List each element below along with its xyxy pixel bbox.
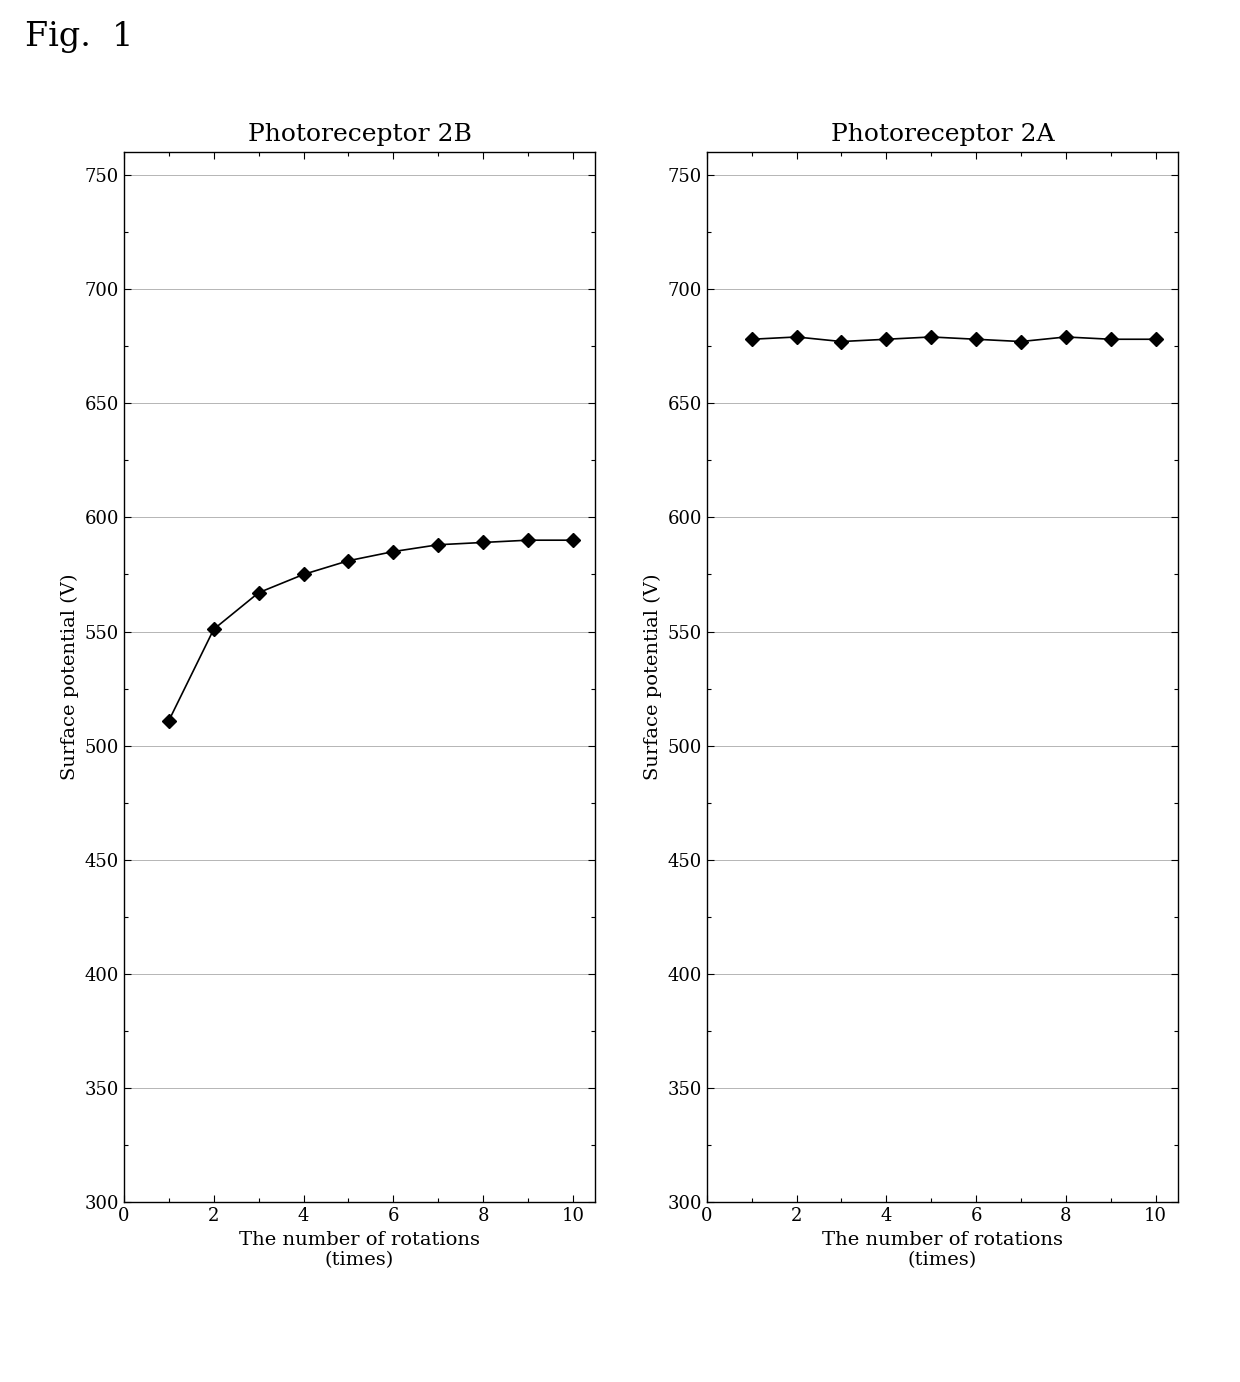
Title: Photoreceptor 2A: Photoreceptor 2A [831, 123, 1054, 146]
Y-axis label: Surface potential (V): Surface potential (V) [644, 574, 662, 781]
X-axis label: The number of rotations
(times): The number of rotations (times) [822, 1231, 1063, 1270]
Y-axis label: Surface potential (V): Surface potential (V) [61, 574, 79, 781]
Text: Fig.  1: Fig. 1 [25, 21, 133, 53]
Title: Photoreceptor 2B: Photoreceptor 2B [248, 123, 471, 146]
X-axis label: The number of rotations
(times): The number of rotations (times) [239, 1231, 480, 1270]
